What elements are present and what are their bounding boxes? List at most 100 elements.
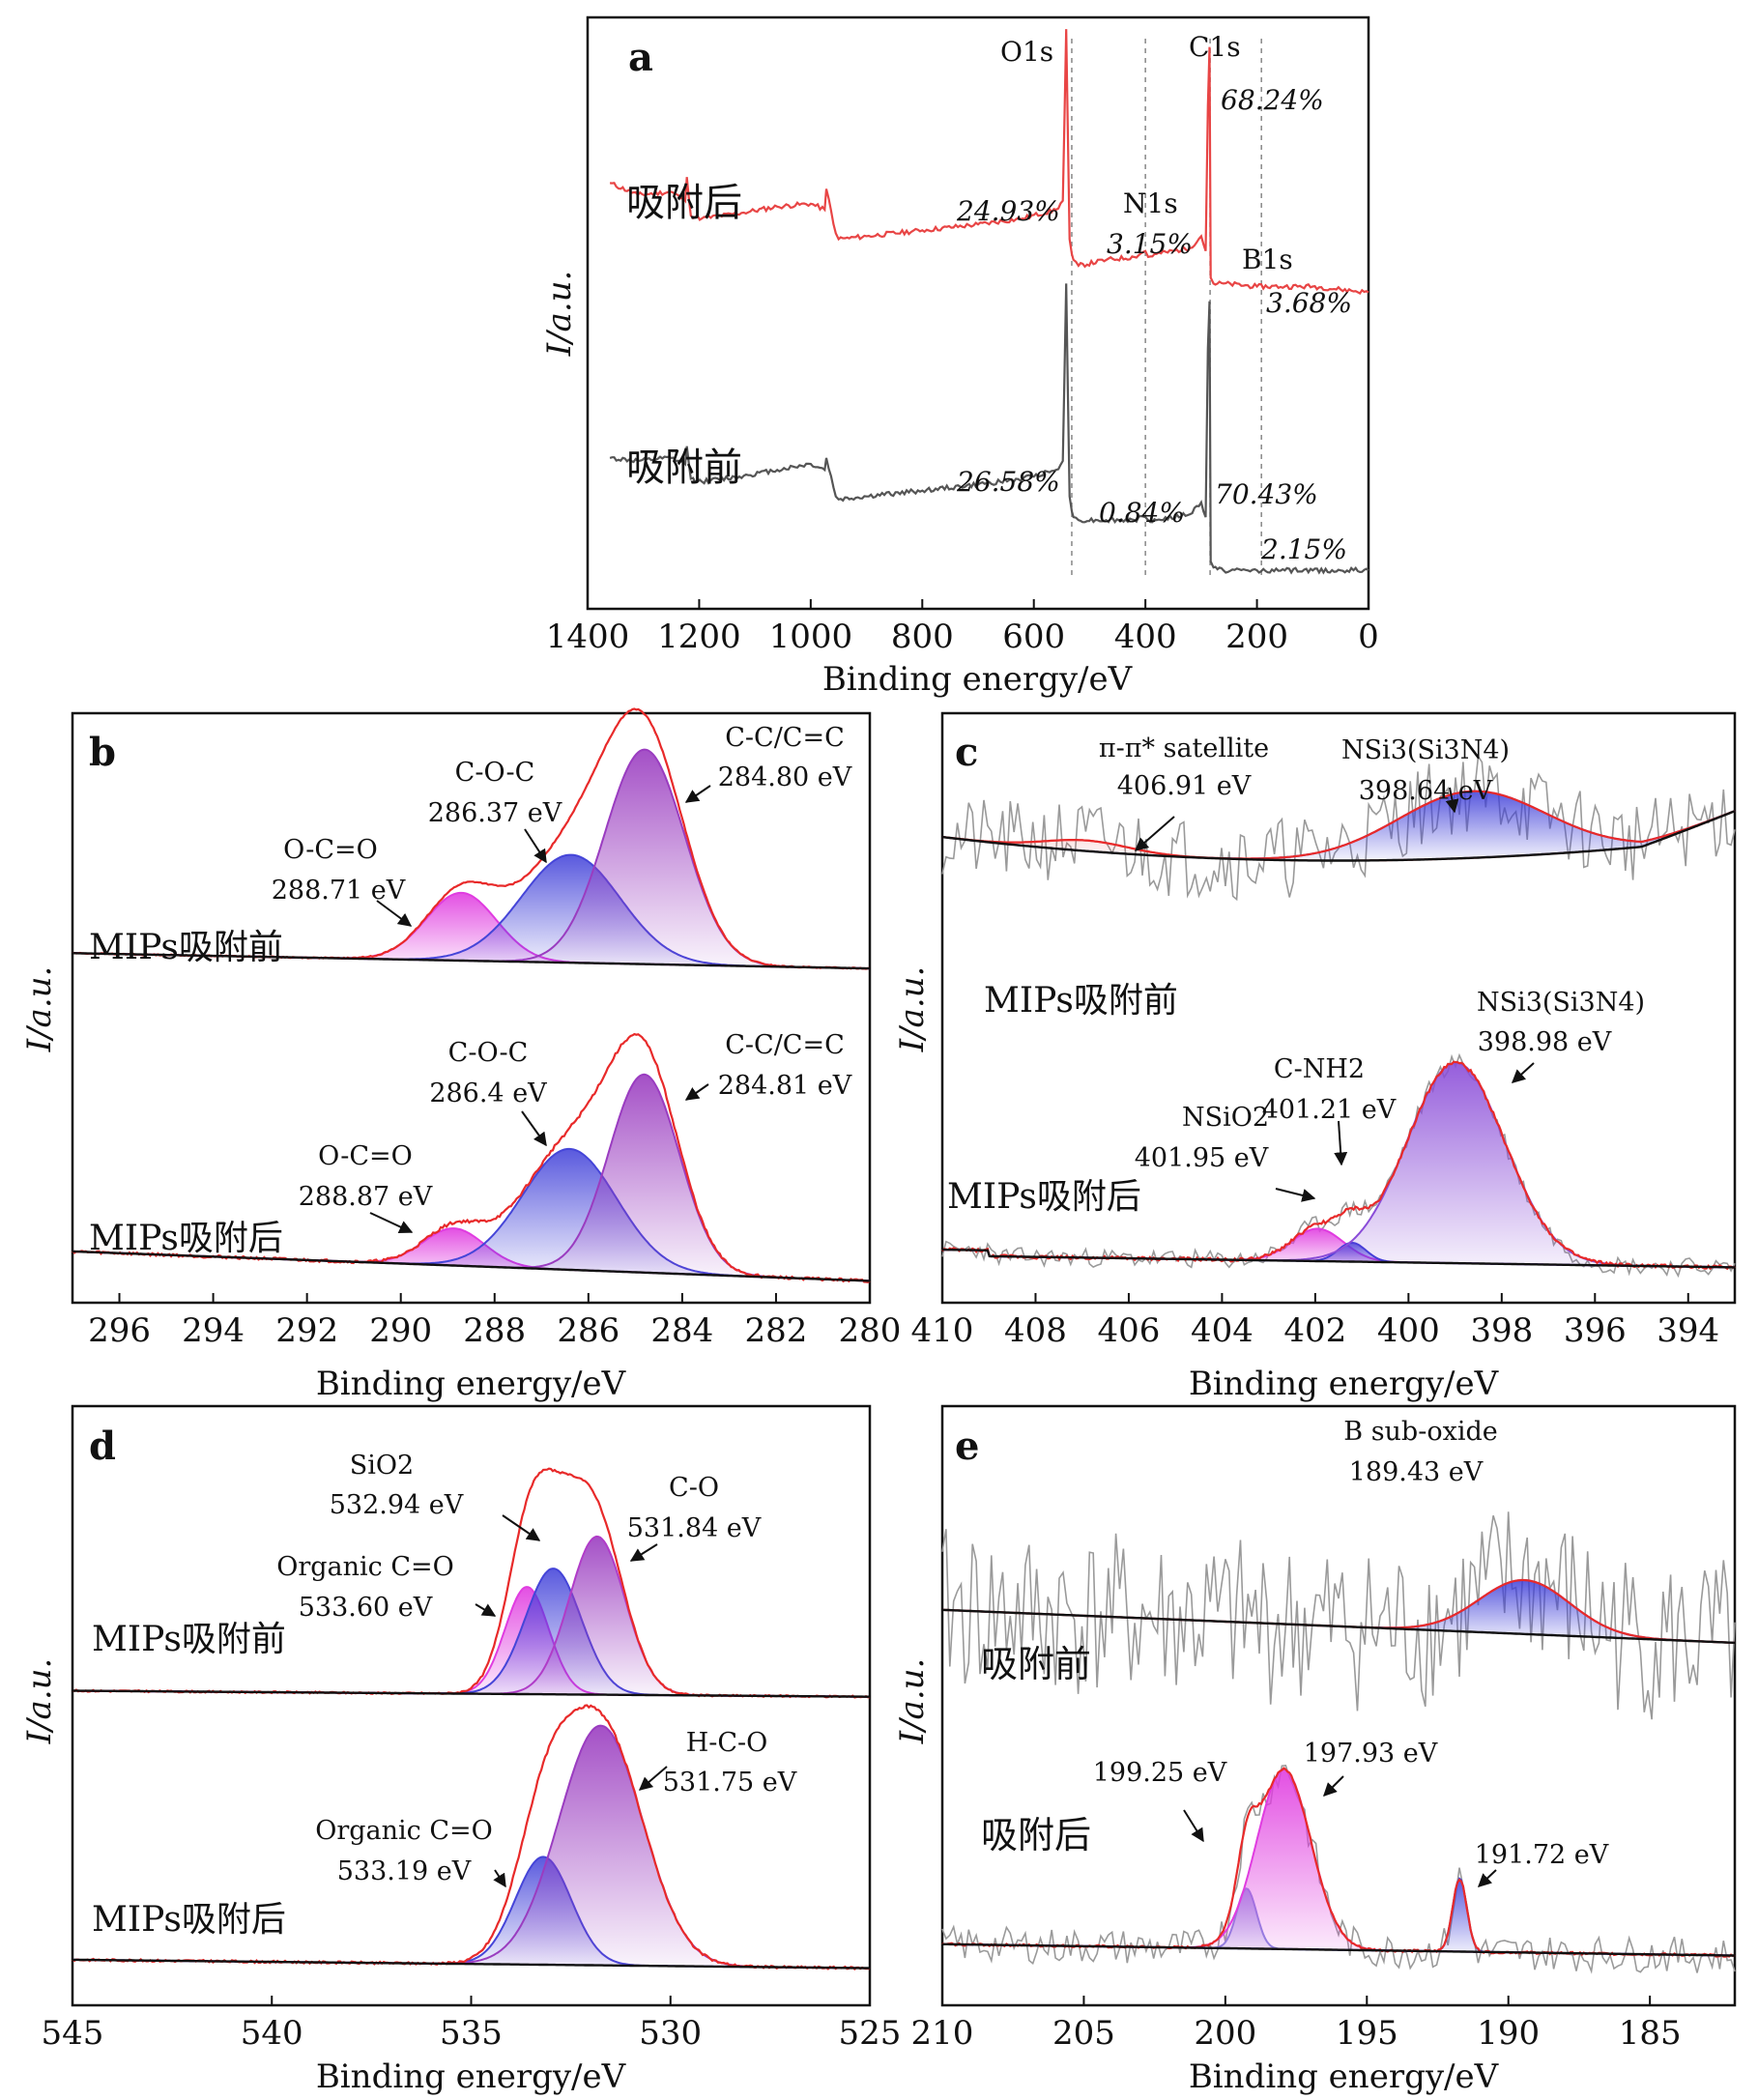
c-label-cnh2: C-NH2	[1274, 1054, 1365, 1084]
d-arrow-co-before	[629, 1543, 658, 1562]
e-label-suboxide: B sub-oxide	[1343, 1417, 1497, 1447]
b-value-oco-after: 288.87 eV	[299, 1182, 433, 1212]
annotation-b-after: 3.68%	[1266, 287, 1352, 319]
panel-b-xtick-label: 286	[557, 1311, 620, 1350]
d-arrow-sio2-before	[502, 1514, 541, 1541]
panel-c-xtick-label: 400	[1377, 1311, 1440, 1350]
panel-a-xtick-label: 1000	[769, 618, 853, 656]
b-before-peak-fill	[72, 749, 870, 969]
annotation-c-before: 70.43%	[1215, 478, 1318, 510]
panel-e-ylabel: I/a.u.	[893, 1658, 932, 1745]
d-arrow-hco-after	[638, 1766, 668, 1791]
panel-c-frame	[940, 711, 1737, 1305]
d-label-organic-after: Organic C=O	[315, 1816, 493, 1846]
panel-a-letter: a	[628, 35, 653, 80]
c-before-envelope-line	[941, 790, 1736, 860]
panel-a-xlabel: Binding energy/eV	[822, 660, 1134, 699]
d-before-baseline	[72, 1689, 870, 1698]
annotation-o-before: 26.58%	[956, 466, 1060, 498]
b-arrow-coc-after	[521, 1110, 547, 1147]
b-after-envelope-line	[72, 1032, 871, 1283]
c-label-nsi3-after: NSi3(Si3N4)	[1477, 988, 1645, 1018]
e-arrow-19793	[1323, 1775, 1344, 1797]
panel-b-xtick-label: 280	[839, 1311, 902, 1350]
b-label-coc-after: C-O-C	[448, 1038, 529, 1068]
panel-b-xtick-label: 282	[744, 1311, 807, 1350]
c-value-satellite: 406.91 eV	[1117, 771, 1252, 801]
panel-b-xtick-label: 296	[88, 1311, 151, 1350]
panel-e-xtick-label: 210	[911, 2014, 974, 2053]
e-after-baseline	[942, 1942, 1735, 1957]
panel-e: e 210 205 200 195 190 185 Binding energy/eV I…	[893, 1404, 1737, 2096]
panel-b-xtick-label: 292	[275, 1311, 338, 1350]
panel-b-xtick-label: 284	[650, 1311, 713, 1350]
panel-e-letter: e	[955, 1424, 979, 1469]
c-value-nsi3-after: 398.98 eV	[1478, 1027, 1612, 1057]
c-value-cnh2: 401.21 eV	[1262, 1095, 1397, 1125]
panel-c-xtick-label: 398	[1470, 1311, 1533, 1350]
label-after-adsorption: 吸附后	[626, 181, 742, 225]
d-before-peak-line	[72, 1535, 870, 1698]
c-after-baseline	[942, 1248, 1735, 1269]
panel-b-xtick-label: 294	[182, 1311, 245, 1350]
b-before-baseline	[72, 952, 870, 970]
c-before-baseline	[941, 810, 1736, 862]
panel-c-xtick-label: 404	[1191, 1311, 1254, 1350]
c-arrow-satellite	[1134, 816, 1175, 851]
c-value-nsio2: 401.95 eV	[1135, 1143, 1269, 1173]
panel-d-xtick-label: 535	[440, 2014, 503, 2053]
e-before-raw-data-line	[941, 1511, 1736, 1720]
b-arrow-oco-after	[369, 1212, 414, 1234]
label-d-mips-before: MIPs吸附前	[92, 1620, 286, 1659]
d-label-hco-after: H-C-O	[686, 1728, 768, 1758]
annotation-o-after: 24.93%	[956, 195, 1060, 227]
c-value-nsi3-before: 398.64 eV	[1359, 776, 1493, 806]
panel-a-xtick-label: 0	[1358, 618, 1379, 656]
panel-d-xtick-label: 545	[42, 2014, 104, 2053]
c-after-peak-fill	[942, 1228, 1735, 1268]
e-before-peak-fill	[942, 1580, 1735, 1643]
c-after-raw-data-line	[941, 1052, 1736, 1279]
panel-c-xtick-label: 410	[911, 1311, 974, 1350]
d-before-envelope-line	[72, 1467, 871, 1699]
panel-a-xtick-label: 1400	[546, 618, 630, 656]
c-label-nsio2: NSiO2	[1182, 1103, 1269, 1133]
b-arrow-cc-before	[684, 785, 711, 803]
b-label-oco-after: O-C=O	[318, 1141, 413, 1171]
label-mips-before: MIPs吸附前	[89, 928, 283, 967]
panel-e-xlabel: Binding energy/eV	[1189, 2057, 1500, 2096]
b-label-cc-before: C-C/C=C	[725, 723, 844, 753]
c-arrow-cnh2	[1334, 1120, 1348, 1166]
e-value-19793: 197.93 eV	[1304, 1739, 1438, 1769]
panel-c-xtick-label: 408	[1004, 1311, 1067, 1350]
e-value-19925: 199.25 eV	[1093, 1758, 1227, 1788]
panel-d-ylabel: I/a.u.	[20, 1658, 59, 1745]
annotation-b-before: 2.15%	[1260, 533, 1347, 565]
panel-e-xtick-label: 205	[1052, 2014, 1115, 2053]
b-value-coc-after: 286.4 eV	[429, 1079, 547, 1108]
b-value-oco-before: 288.71 eV	[272, 876, 406, 906]
panel-c: c 410 408 406 404 402 400 398 396 394 Binding en…	[893, 711, 1737, 1403]
panel-d-xtick-label: 540	[241, 2014, 303, 2053]
panel-a-xtick-label: 600	[1002, 618, 1065, 656]
b-label-coc-before: C-O-C	[455, 758, 535, 788]
d-value-co-before: 531.84 eV	[627, 1513, 762, 1543]
c-before-peak-fill	[942, 791, 1735, 861]
c-arrow-nsio2	[1275, 1188, 1316, 1202]
label-e-after: 吸附后	[981, 1814, 1091, 1856]
label-d-mips-after: MIPs吸附后	[92, 1900, 286, 1940]
panel-e-xtick-label: 190	[1477, 2014, 1540, 2053]
b-before-peak-fill	[72, 892, 870, 969]
panel-b-frame	[71, 711, 872, 1305]
panel-c-xtick-label: 406	[1097, 1311, 1160, 1350]
c-arrow-nsi3-after	[1511, 1062, 1535, 1083]
panel-b-xtick-label: 290	[369, 1311, 432, 1350]
survey-series-line	[609, 283, 1369, 575]
panel-b-letter: b	[89, 730, 116, 775]
annotation-c1s: C1s	[1189, 31, 1241, 63]
panel-b-xtick-label: 288	[463, 1311, 526, 1350]
c-label-satellite: π-π* satellite	[1099, 734, 1269, 763]
b-value-coc-before: 286.37 eV	[428, 798, 562, 828]
panel-b: b 296 294 292 290 288 286 284 282 280 Binding en…	[20, 707, 902, 1403]
label-c-mips-after: MIPs吸附后	[947, 1177, 1141, 1217]
